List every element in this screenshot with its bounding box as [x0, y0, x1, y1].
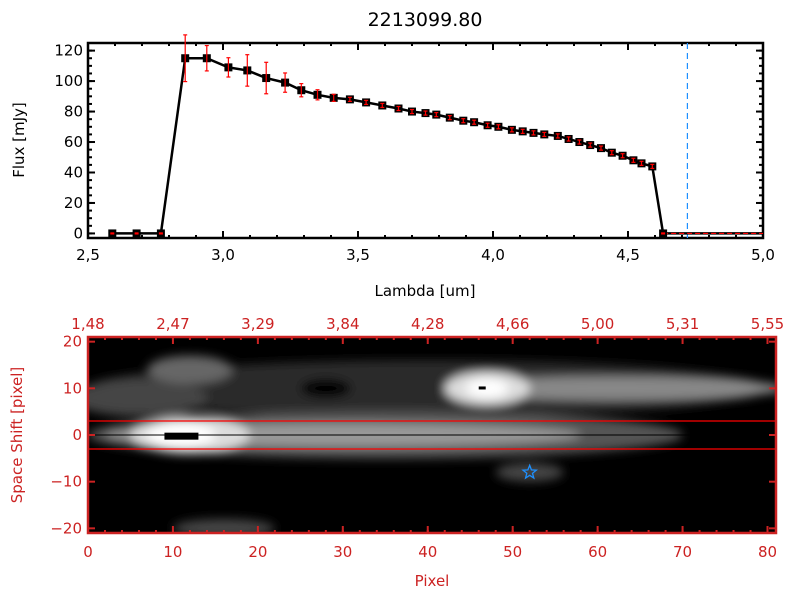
- x-tick-label: 2,5: [76, 246, 100, 264]
- x-tick-label: 4,0: [481, 246, 505, 264]
- heatmap-blob: [444, 376, 776, 401]
- x-tick-label: 30: [333, 543, 352, 561]
- y-tick-label: 80: [64, 103, 83, 121]
- y-tick-label: 40: [64, 163, 83, 181]
- plot-frame: [86, 41, 765, 240]
- x-tick-label: 60: [588, 543, 607, 561]
- y-tick-label: −20: [50, 519, 82, 537]
- heatmap-blob: [88, 360, 768, 417]
- y-tick-label: 20: [63, 333, 82, 351]
- x-tick-label: 3,0: [211, 246, 235, 264]
- y-tick-label: 20: [64, 194, 83, 212]
- y-tick-label: 0: [73, 224, 83, 242]
- x-tick-label: 50: [503, 543, 522, 561]
- top-x-tick-label: 2,47: [156, 315, 189, 333]
- top-x-tick-label: 5,55: [751, 315, 784, 333]
- heatmap-blob: [465, 378, 509, 398]
- top-x-tick-label: 5,00: [581, 315, 614, 333]
- spatial-heatmap: Pixel Space Shift [pixel] 0 10 20 30 40 50 60 7…: [8, 315, 784, 590]
- x-tick-label: 40: [418, 543, 437, 561]
- x-tick-label: 4,5: [616, 246, 640, 264]
- y-axis-label: Space Shift [pixel]: [8, 367, 26, 504]
- spectrum-plot: 2213099.80 Lambda [um] Flux [mJy] 2,5 3,0…: [10, 9, 775, 300]
- heatmap-blob: [88, 378, 207, 417]
- x-tick-label: 10: [163, 543, 182, 561]
- top-x-tick-label: 4,66: [496, 315, 529, 333]
- x-tick-label: 3,5: [346, 246, 370, 264]
- y-tick-label: 10: [63, 379, 82, 397]
- y-tick-label: 60: [64, 133, 83, 151]
- x-tick-label: 0: [83, 543, 93, 561]
- saturated-pixel: [478, 386, 486, 390]
- heatmap-blob: [495, 462, 564, 482]
- x-axis-label: Pixel: [415, 572, 450, 590]
- x-tick-label: 20: [248, 543, 267, 561]
- top-x-tick-label: 3,29: [241, 315, 274, 333]
- y-tick-label: −10: [50, 473, 82, 491]
- star-marker-icon: [521, 463, 538, 480]
- heatmap-blob: [300, 378, 352, 398]
- x-axis-label: Lambda [um]: [375, 282, 476, 300]
- y-tick-label: 100: [54, 72, 83, 90]
- top-x-tick-label: 1,48: [71, 315, 104, 333]
- x-tick-label: 70: [673, 543, 692, 561]
- heatmap-blob: [147, 355, 233, 384]
- y-tick-label: 120: [54, 42, 83, 60]
- top-x-tick-label: 5,31: [666, 315, 699, 333]
- x-tick-label: 5,0: [751, 246, 775, 264]
- plot-title: 2213099.80: [368, 9, 483, 31]
- top-x-tick-label: 3,84: [326, 315, 359, 333]
- x-tick-label: 80: [758, 543, 777, 561]
- saturated-pixel: [164, 432, 199, 440]
- heatmap-blob: [172, 518, 275, 533]
- y-axis-label: Flux [mJy]: [10, 102, 28, 178]
- y-tick-label: 0: [72, 426, 82, 444]
- top-x-tick-label: 4,28: [411, 315, 444, 333]
